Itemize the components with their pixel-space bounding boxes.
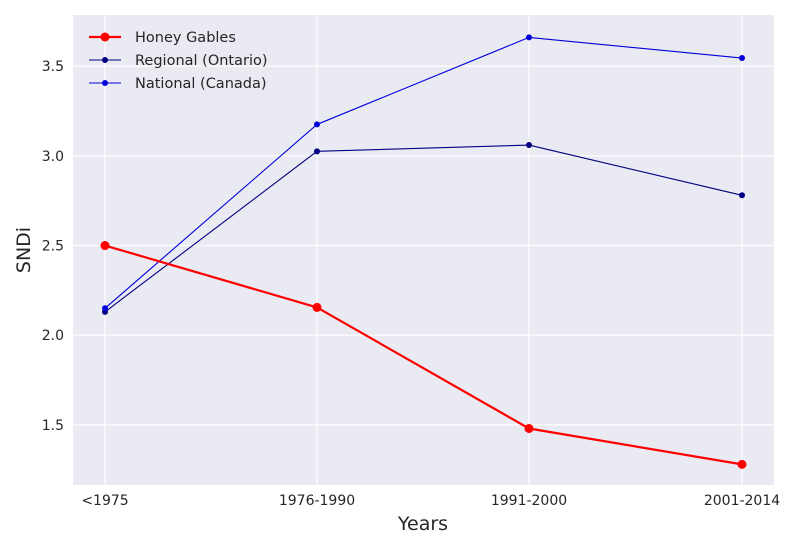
plot-background: [73, 15, 774, 485]
legend-label: National (Canada): [135, 76, 267, 92]
y-tick-label: 1.5: [42, 418, 64, 434]
grid-lines: [73, 15, 774, 485]
y-tick-labels: 1.5 2.0 2.5 3.0 3.5: [42, 59, 64, 434]
data-point: [526, 34, 532, 41]
series-honey-gables: [100, 241, 747, 469]
data-point: [102, 305, 108, 312]
legend-marker: [102, 57, 108, 63]
y-tick-label: 2.5: [42, 239, 64, 255]
data-point: [524, 423, 534, 433]
data-point: [739, 192, 745, 199]
legend-item: Honey Gables: [89, 30, 236, 46]
y-tick-label: 3.5: [42, 59, 64, 75]
series-line: [104, 244, 743, 466]
series-layer: [100, 34, 747, 469]
x-tick-label: 2001-2014: [704, 493, 780, 509]
data-point: [100, 241, 110, 251]
series-line: [104, 144, 743, 313]
x-tick-labels: <1975 1976-1990 1991-2000 2001-2014: [81, 493, 780, 509]
x-tick-label: 1976-1990: [279, 493, 355, 509]
legend-marker: [102, 80, 108, 86]
y-tick-label: 2.0: [42, 328, 64, 344]
legend-item: Regional (Ontario): [89, 53, 268, 69]
x-tick-label: 1991-2000: [491, 493, 567, 509]
legend-item: National (Canada): [89, 76, 267, 92]
legend-marker: [100, 32, 110, 42]
series-national-canada: [102, 34, 745, 312]
legend-label: Honey Gables: [135, 30, 236, 46]
legend-label: Regional (Ontario): [135, 53, 268, 69]
series-line: [104, 36, 743, 309]
data-point: [737, 459, 747, 469]
x-tick-label: <1975: [81, 493, 128, 509]
data-point: [314, 148, 320, 155]
data-point: [739, 55, 745, 62]
legend: Honey Gables Regional (Ontario) National (…: [89, 30, 268, 92]
data-point: [314, 121, 320, 128]
data-point: [312, 302, 322, 312]
y-tick-label: 3.0: [42, 149, 64, 165]
x-axis-label: Years: [397, 513, 448, 535]
y-axis-label: SNDi: [13, 227, 35, 273]
data-point: [526, 142, 532, 149]
